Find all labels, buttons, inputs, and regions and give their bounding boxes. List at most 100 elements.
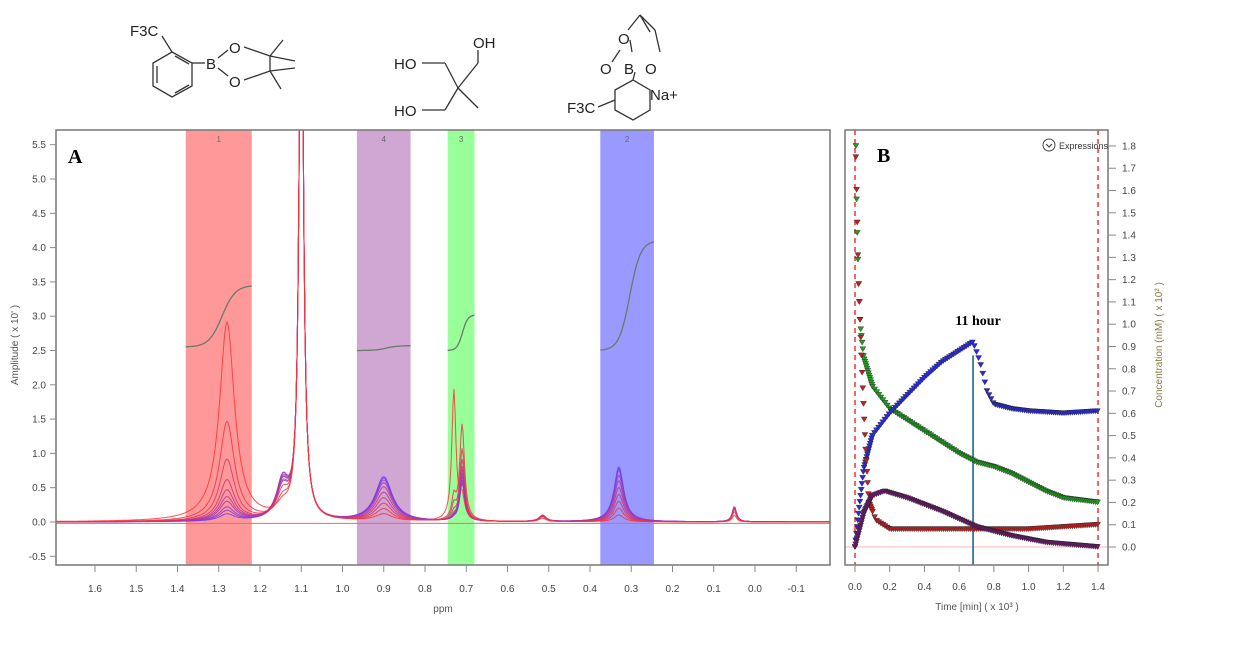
expressions-button[interactable]: Expressions xyxy=(1042,138,1109,152)
data-point xyxy=(971,343,978,349)
series-4 xyxy=(851,488,1101,550)
y-tick-label: 2.0 xyxy=(32,380,46,391)
y-tick-label: 0.8 xyxy=(1122,364,1136,375)
y-tick-label: 3.0 xyxy=(32,312,46,323)
x-tick-label: 0.0 xyxy=(848,582,862,593)
nmr-spectrum-8 xyxy=(56,130,830,523)
region-label: 4 xyxy=(382,135,387,144)
data-point xyxy=(859,475,866,481)
x-tick-label: 0.2 xyxy=(666,584,680,595)
nmr-spectrum-6 xyxy=(56,130,830,523)
label-o-left: O xyxy=(600,61,612,78)
plot-b-frame xyxy=(844,129,1109,566)
x-tick-label: 1.6 xyxy=(88,584,102,595)
y-tick-label: 0.3 xyxy=(1122,476,1136,487)
panel-label-a: A xyxy=(68,146,83,168)
data-point xyxy=(864,480,872,486)
integration-region-3 xyxy=(447,130,475,565)
integration-region-1 xyxy=(185,130,252,565)
y-tick-label: 1.0 xyxy=(32,449,46,460)
label-na-plus: Na+ xyxy=(650,87,678,104)
data-point xyxy=(858,352,865,359)
label-o-1: O xyxy=(229,40,241,57)
x-tick-label: 0.2 xyxy=(883,582,897,593)
data-point xyxy=(869,509,876,515)
data-point xyxy=(860,416,868,423)
y-tick-label: 1.7 xyxy=(1122,164,1136,175)
data-point xyxy=(1094,522,1101,528)
data-point xyxy=(979,370,987,377)
chart-a: 1 4 3 2 5.5 5.0 4.5 4.0 3.5 3.0 2.5 2.0 1.5 1.0 0.5 0.… xyxy=(10,129,831,615)
x-tick-label: 1.2 xyxy=(253,584,267,595)
label-b-minus: B xyxy=(624,61,634,78)
data-point xyxy=(977,362,985,368)
data-point xyxy=(856,317,864,323)
data-point xyxy=(969,339,976,346)
x-tick-label: 0.5 xyxy=(542,584,556,595)
x-tick-label: -0.1 xyxy=(788,584,806,595)
y-tick-label: 0.6 xyxy=(1122,409,1136,420)
series-2 xyxy=(851,339,1101,550)
y-tick-label: 0.5 xyxy=(32,483,46,494)
y-tick-label: 2.5 xyxy=(32,346,46,357)
data-point xyxy=(857,326,865,333)
y-tick-label: 1.6 xyxy=(1122,186,1136,197)
data-point xyxy=(855,504,863,511)
label-ho-2: HO xyxy=(394,103,417,120)
y-tick-label: 0.4 xyxy=(1122,453,1136,464)
y-tick-label: 0.0 xyxy=(32,518,46,529)
label-o-top: O xyxy=(618,31,630,48)
x-tick-label: 1.0 xyxy=(1022,582,1036,593)
data-point xyxy=(871,514,878,521)
x-tick-label: 0.8 xyxy=(418,584,432,595)
integral-curve-2 xyxy=(600,241,655,351)
y-tick-label: 0.7 xyxy=(1122,387,1136,398)
annotation-11-hour: 11 hour xyxy=(955,314,1001,329)
x-tick-label: 0.4 xyxy=(917,582,931,593)
y-axis-label-a: Amplitude ( x 10' ) xyxy=(10,305,21,385)
data-point xyxy=(853,196,860,203)
plot-a-frame xyxy=(55,129,831,566)
label-f3c-3: F3C xyxy=(567,100,596,117)
data-point xyxy=(857,487,865,493)
x-tick-label: 0.7 xyxy=(459,584,473,595)
label-o-2: O xyxy=(229,74,241,91)
data-point xyxy=(981,379,989,386)
data-point xyxy=(985,392,993,398)
x-tick-label: 0.9 xyxy=(377,584,391,595)
data-point xyxy=(858,481,866,487)
data-point xyxy=(853,219,861,226)
region-label: 1 xyxy=(217,135,222,144)
region-label: 3 xyxy=(459,135,464,144)
y-tick-label: 1.5 xyxy=(1122,208,1136,219)
data-point xyxy=(973,349,980,355)
data-point xyxy=(858,339,866,346)
x-tick-label: 1.3 xyxy=(212,584,226,595)
x-tick-label: 0.1 xyxy=(707,584,721,595)
y-tick-label: 5.5 xyxy=(32,140,46,151)
y-tick-label: 0.0 xyxy=(1122,543,1136,554)
data-point xyxy=(855,510,862,517)
chart-b: 1.8 1.7 1.6 1.5 1.4 1.3 1.2 1.1 1.0 0.9 0.8 0.7 0.6 0… xyxy=(844,129,1165,613)
structure-boronate-salt xyxy=(597,14,661,121)
data-point xyxy=(857,493,864,499)
x-tick-label: 0.6 xyxy=(952,582,966,593)
x-tick-label: 1.5 xyxy=(129,584,143,595)
data-point xyxy=(1093,408,1101,415)
structure-triol xyxy=(422,50,479,111)
y-tick-label: 1.8 xyxy=(1122,141,1136,152)
x-tick-label: 0.4 xyxy=(583,584,597,595)
y-tick-label: 0.2 xyxy=(1122,498,1136,509)
y-tick-label: 0.1 xyxy=(1122,520,1136,531)
chevron-down-circle-icon xyxy=(1042,138,1056,152)
data-point xyxy=(975,355,982,361)
data-point xyxy=(862,446,869,453)
data-point xyxy=(855,299,863,305)
y-tick-label: -0.5 xyxy=(29,552,47,563)
x-tick-label: 1.4 xyxy=(171,584,185,595)
integral-curve-1 xyxy=(185,285,252,348)
label-oh: OH xyxy=(473,35,496,52)
nmr-spectrum-3 xyxy=(56,130,830,523)
y-tick-label: 3.5 xyxy=(32,277,46,288)
